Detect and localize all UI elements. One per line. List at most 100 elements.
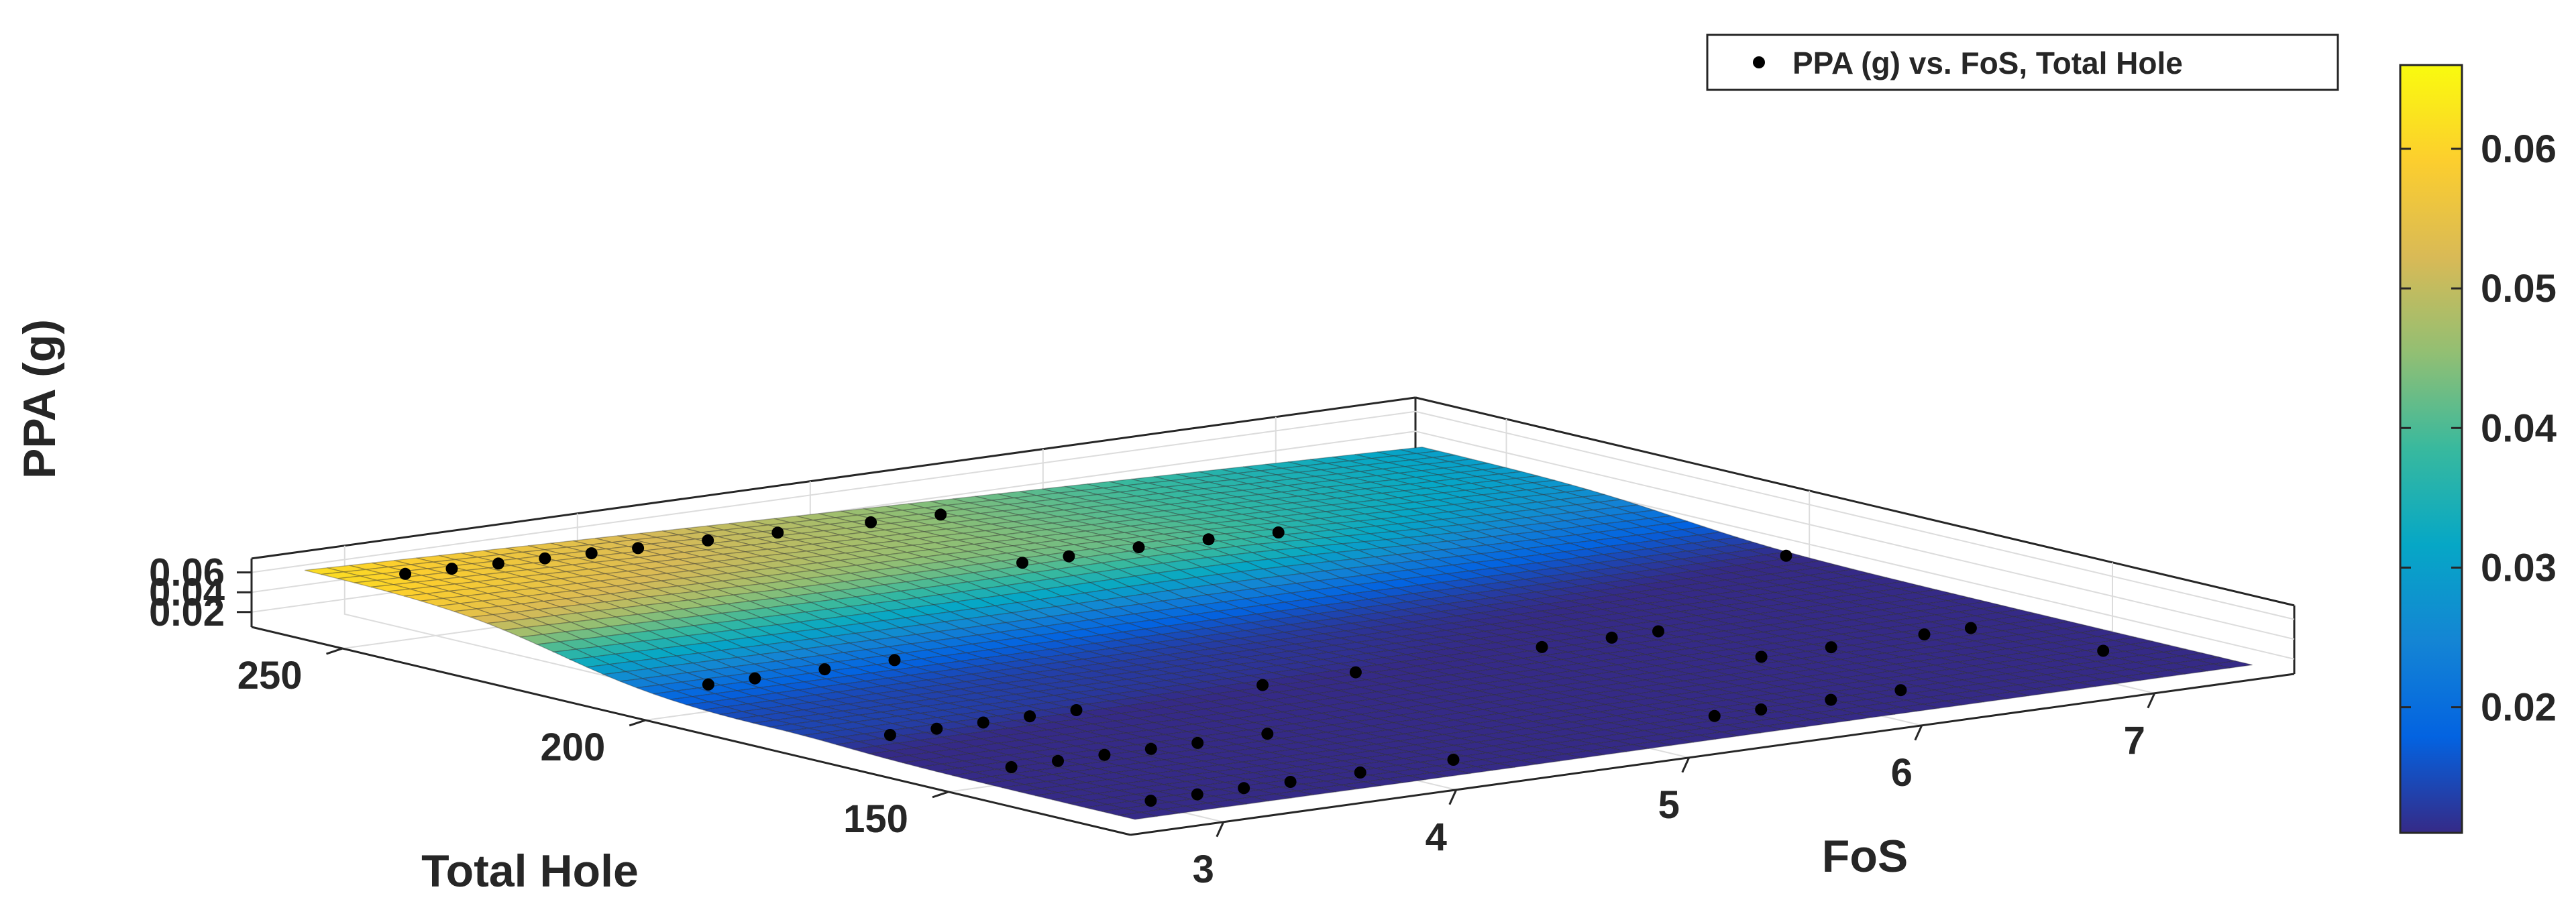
surface-cell [845, 550, 885, 559]
scatter-point [934, 508, 947, 521]
surface-cell [1609, 512, 1650, 522]
surface-cell [1984, 673, 2024, 682]
y-tick-label: 150 [843, 797, 908, 841]
surface-cell [1670, 542, 1710, 552]
surface-cell [1394, 692, 1434, 701]
surface-cell [1725, 549, 1766, 559]
surface-cell [1758, 610, 1797, 619]
surface-cell [1224, 531, 1264, 540]
surface-cell [1724, 627, 1764, 636]
surface-cell [1613, 617, 1652, 626]
surface-cell [1105, 585, 1148, 598]
surface-cell [1343, 706, 1383, 715]
surface-cell [1688, 695, 1729, 704]
surface-cell [515, 609, 555, 619]
surface-cell [1393, 477, 1433, 485]
surface-cell [1400, 658, 1440, 667]
surface-cell [1340, 575, 1381, 585]
scatter-point [1005, 761, 1018, 773]
surface-cell [833, 565, 873, 574]
scatter-point [1708, 709, 1721, 722]
surface-cell [1667, 673, 1707, 682]
surface-cell [1923, 675, 1963, 684]
surface-cell [1934, 686, 1974, 695]
surface-cell [1405, 677, 1445, 686]
surface-cell [1576, 502, 1616, 511]
surface-cell [1495, 639, 1535, 648]
surface-cell [1605, 701, 1645, 709]
surface-cell [954, 597, 997, 610]
colorbar-tick-label: 0.06 [2481, 127, 2557, 171]
scatter-point [1652, 625, 1664, 638]
surface-cell [682, 606, 722, 617]
surface-cell [1338, 713, 1377, 723]
scatter-point [702, 678, 714, 691]
y-tick [326, 647, 343, 655]
surface-cell [1543, 492, 1582, 500]
box-edge [1415, 396, 2295, 607]
surface-cell [1652, 618, 1691, 626]
surface-cell [608, 623, 651, 634]
scatter-point [1536, 640, 1548, 653]
surface-cell [1564, 548, 1604, 558]
surface-cell [1032, 606, 1075, 618]
surface-cell [1594, 715, 1633, 724]
surface-cell [1371, 722, 1411, 731]
surface-cell [1909, 596, 1948, 605]
surface-cell [1668, 648, 1707, 656]
surface-cell [1561, 681, 1601, 690]
surface-cell [1348, 725, 1388, 734]
surface-cell [1470, 536, 1509, 546]
scatter-point [749, 672, 761, 685]
surface-cell [1375, 554, 1414, 565]
surface-cell [620, 678, 659, 689]
surface-mesh [305, 446, 2253, 820]
surface-cell [1588, 722, 1627, 731]
surface-cell [1379, 609, 1419, 618]
scatter-point [1191, 736, 1204, 749]
surface-cell [1566, 674, 1607, 683]
surface-cell [1546, 600, 1586, 609]
surface-cell [1477, 713, 1517, 722]
surface-cell [1452, 561, 1492, 572]
surface-cell [1678, 659, 1718, 668]
surface-cell [1427, 701, 1466, 709]
surface-cell [1285, 532, 1326, 540]
scatter-point [1098, 748, 1111, 761]
surface-cell [1769, 595, 1809, 604]
scatter-point [1605, 631, 1618, 644]
surface-cell [996, 538, 1036, 547]
surface-cell [1401, 632, 1440, 641]
surface-cell [1199, 563, 1243, 575]
surface-cell [811, 567, 851, 577]
surface-cell [1430, 564, 1470, 575]
scatter-point [1256, 679, 1269, 691]
surface-cell [2025, 624, 2064, 632]
surface-cell [934, 566, 974, 577]
surface-cell [1407, 567, 1448, 577]
surface-cell [724, 636, 768, 648]
scatter-point [1894, 684, 1907, 697]
surface-cell [1778, 708, 1817, 717]
surface-cell [1512, 618, 1552, 626]
surface-cell [1360, 683, 1400, 693]
scatter-point [445, 563, 458, 575]
surface-cell [1440, 608, 1480, 617]
scatter-point [1825, 693, 1837, 706]
surface-cell [1191, 522, 1231, 530]
surface-cell [1404, 730, 1444, 739]
surface-cell [1366, 650, 1407, 659]
surface-cell [1825, 601, 1864, 610]
surface-cell [1034, 540, 1075, 549]
surface-cell [560, 575, 600, 584]
surface-cell [1574, 616, 1613, 624]
x-tick [1216, 821, 1225, 838]
surface-cell [1630, 595, 1670, 604]
surface-cell [1858, 634, 1897, 643]
scatter-point [1261, 728, 1274, 740]
surface-cell [1325, 508, 1365, 517]
surface-cell [1803, 604, 1842, 613]
surface-cell [957, 536, 997, 545]
surface-cell [2040, 678, 2080, 687]
surface-cell [1890, 642, 1930, 651]
